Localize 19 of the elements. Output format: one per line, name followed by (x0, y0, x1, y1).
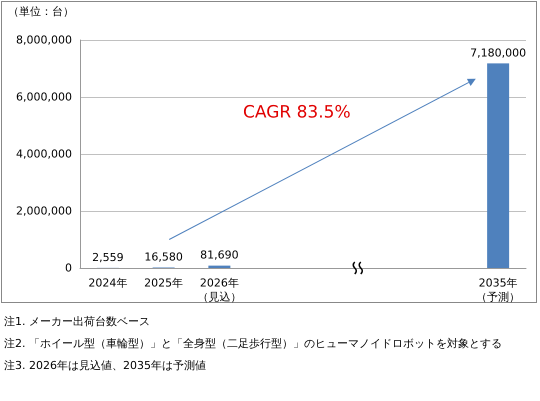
y-tick-label: 2,000,000 (16, 204, 72, 218)
data-label: 16,580 (144, 250, 183, 264)
bar (487, 63, 510, 268)
text: 注1. メーカー出荷台数ベース (4, 315, 150, 328)
y-tick-label: 4,000,000 (16, 148, 72, 160)
x-tick-label: 2026年（見込） (197, 276, 242, 304)
x-tick-label: 2024年 (88, 276, 128, 290)
data-label: 81,690 (200, 248, 239, 262)
y-tick-label: 6,000,000 (16, 90, 72, 104)
data-label: 2,559 (92, 250, 124, 264)
x-tick-label: 2035年（予測） (476, 276, 520, 304)
annotation: CAGR 83.5% (243, 102, 351, 122)
y-axis-title: （単位：台） (8, 5, 74, 18)
data-label: 7,180,000 (470, 46, 526, 60)
x-tick-label: 2025年 (144, 276, 184, 290)
y-tick-label: 0 (65, 262, 72, 274)
y-tick-label: 8,000,000 (16, 34, 72, 46)
text: 注2. 「ホイール型（車輪型）」と「全身型（二足歩行型）」のヒューマノイドロボットを対象とする (4, 337, 502, 350)
text: 注3. 2026年は見込値、2035年は予測値 (4, 359, 206, 372)
